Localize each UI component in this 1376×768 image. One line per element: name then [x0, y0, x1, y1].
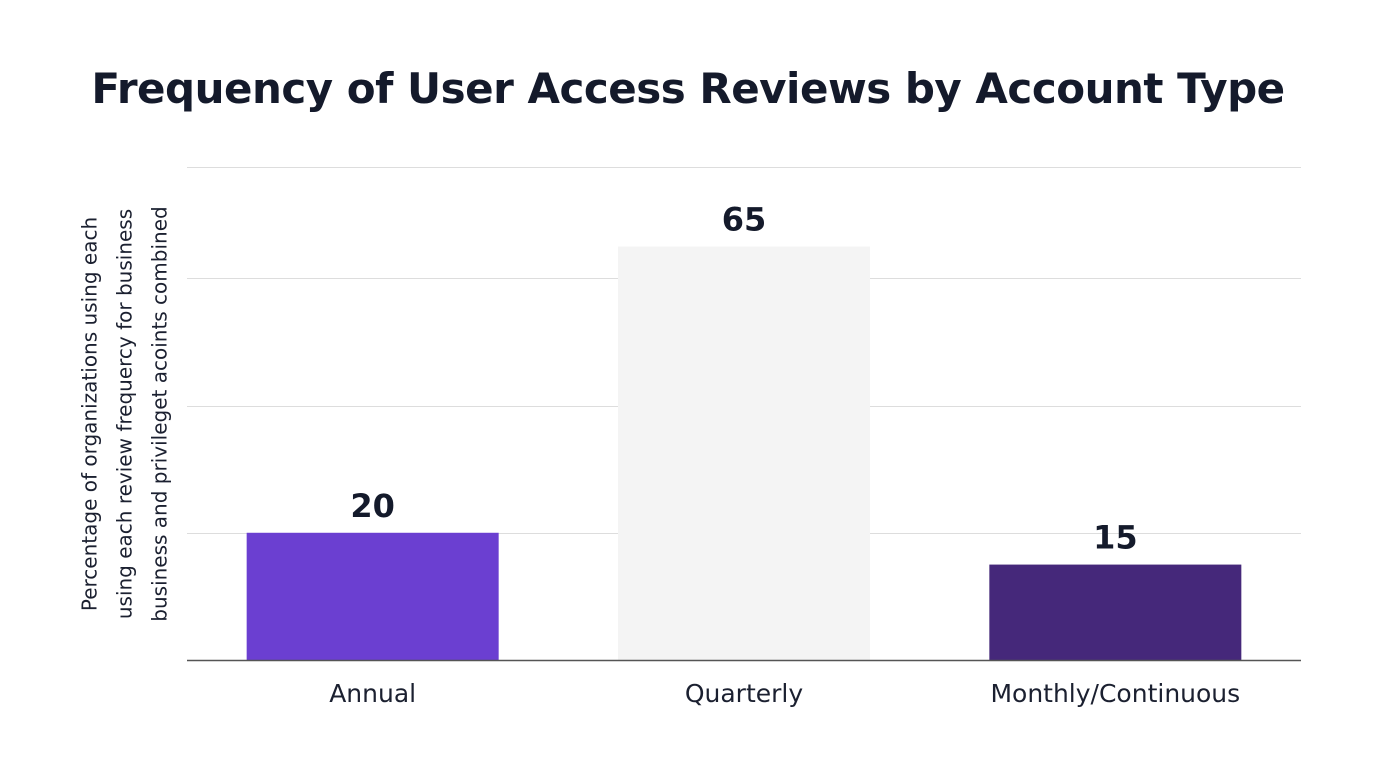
chart-title: Frequency of User Access Reviews by Acco…	[91, 64, 1285, 113]
x-tick-label-monthly-continuous: Monthly/Continuous	[990, 679, 1240, 708]
bar-monthly-continuous	[989, 564, 1242, 660]
x-tick-label-annual: Annual	[329, 679, 416, 708]
data-label-monthly-continuous: 15	[1093, 519, 1138, 557]
bar-annual	[246, 532, 499, 660]
x-tick-label-quarterly: Quarterly	[685, 679, 804, 708]
bar-quarterly	[618, 246, 870, 661]
data-label-quarterly: 65	[722, 201, 767, 239]
data-label-annual: 20	[350, 487, 395, 525]
